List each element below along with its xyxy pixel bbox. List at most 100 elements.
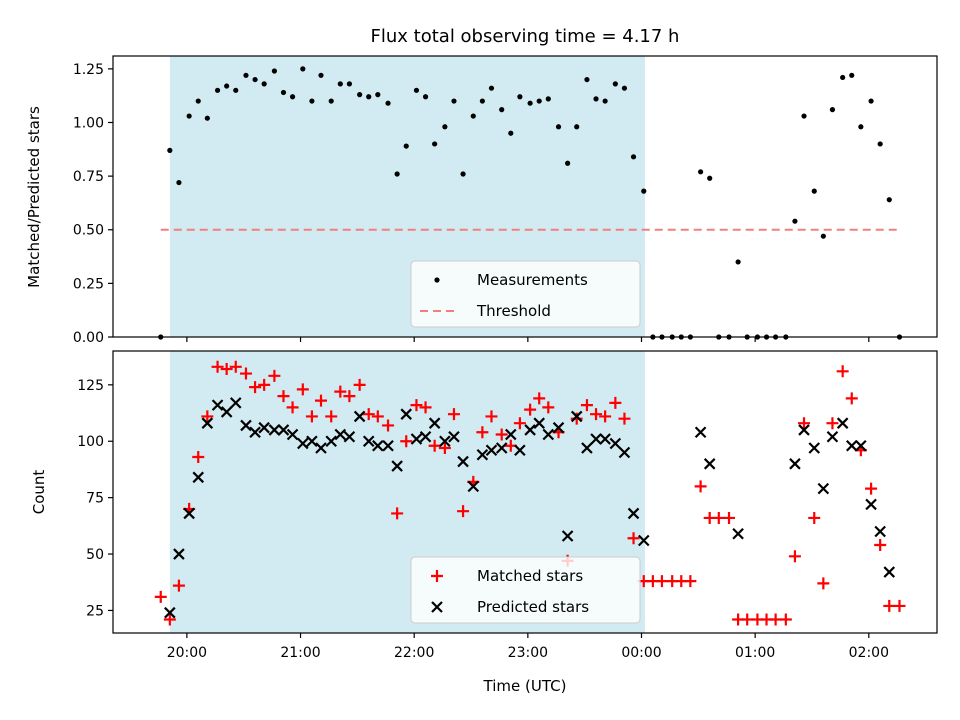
matched-stars-point <box>788 550 801 563</box>
matched-stars-point <box>296 383 309 396</box>
x-tick-label: 22:00 <box>394 645 434 661</box>
matched-stars-point <box>655 575 668 588</box>
predicted-stars-point <box>495 442 508 454</box>
measurement-point <box>877 141 883 147</box>
measurement-point <box>176 179 182 186</box>
measurement-point <box>167 147 173 153</box>
measurement-point <box>366 94 372 100</box>
matched-stars-point <box>353 378 366 391</box>
predicted-stars-point <box>192 471 205 484</box>
matched-stars-point <box>457 505 470 518</box>
predicted-stars-point <box>164 606 176 619</box>
measurement-point <box>849 72 855 78</box>
measurement-point <box>252 76 258 83</box>
y-tick-label: 50 <box>86 547 104 563</box>
matched-stars-point <box>220 363 233 376</box>
measurement-point <box>593 96 599 102</box>
matched-stars-point <box>741 613 754 626</box>
predicted-stars-point <box>590 433 602 445</box>
matched-stars-point <box>334 385 347 398</box>
measurement-point <box>517 94 523 100</box>
measurement-point <box>413 87 420 93</box>
matched-stars-point <box>495 428 508 441</box>
y-tick-label: 0.00 <box>73 330 104 346</box>
predicted-stars-point <box>874 525 886 538</box>
matched-stars-point <box>485 410 498 423</box>
predicted-stars-point <box>439 435 451 448</box>
predicted-stars-point <box>240 419 252 432</box>
matched-stars-point <box>580 399 593 412</box>
matched-stars-point <box>769 613 782 626</box>
measurement-point <box>243 72 249 78</box>
predicted-stars-point <box>297 437 309 450</box>
predicted-stars-point <box>249 426 261 438</box>
measurement-point <box>224 83 230 89</box>
predicted-stars-point <box>211 399 224 411</box>
predicted-stars-point <box>732 527 744 540</box>
predicted-stars-point <box>183 507 195 520</box>
measurement-point <box>811 188 817 194</box>
predicted-stars-point <box>694 426 707 438</box>
measurement-point <box>328 98 334 104</box>
measurement-point <box>801 113 807 119</box>
legend-box <box>410 556 641 624</box>
chart-title: Flux total observing time = 4.17 h <box>371 26 680 47</box>
measurement-point <box>584 76 590 83</box>
predicted-stars-point <box>542 428 555 441</box>
predicted-stars-point <box>325 435 337 448</box>
measurement-point <box>233 87 239 93</box>
matched-stars-point <box>438 442 451 455</box>
predicted-stars-point <box>505 428 517 441</box>
x-tick-label: 02:00 <box>849 645 889 661</box>
legend: Measurements Threshold <box>410 260 641 328</box>
measurement-point <box>499 107 505 113</box>
matched-stars-point <box>533 392 546 405</box>
matched-stars-point <box>419 401 432 414</box>
bottom-y-axis-label: Count <box>30 470 48 515</box>
legend-label: Measurements <box>477 271 588 289</box>
predicted-stars-point <box>277 424 290 436</box>
matched-stars-point <box>286 401 299 414</box>
predicted-stars-point <box>382 439 394 452</box>
measurement-point <box>527 100 533 106</box>
measurement-point <box>886 197 892 203</box>
measurement-point <box>565 160 571 166</box>
matched-stars-point <box>410 399 423 412</box>
predicted-stars-point <box>258 421 270 434</box>
predicted-stars-point <box>581 442 593 454</box>
matched-stars-point <box>570 412 583 425</box>
matched-stars-point <box>627 532 640 545</box>
matched-stars-point <box>305 410 318 423</box>
predicted-stars-point <box>457 455 469 468</box>
measurement-point <box>630 154 637 160</box>
predicted-stars-point <box>703 458 716 470</box>
y-tick-label: 1.25 <box>73 62 104 78</box>
measurement-point <box>346 81 353 87</box>
matched-stars-point <box>817 577 830 590</box>
measurement-point <box>602 98 608 104</box>
matched-stars-point <box>684 575 697 588</box>
measurement-point <box>375 92 381 98</box>
predicted-stars-point <box>570 410 583 423</box>
matched-stars-point <box>400 435 413 448</box>
predicted-stars-point <box>467 480 480 493</box>
predicted-stars-point <box>286 428 299 441</box>
axes-frame <box>112 350 938 634</box>
measurement-point <box>261 81 267 87</box>
predicted-stars-point <box>609 437 622 450</box>
matched-stars-point <box>513 417 526 430</box>
measurement-point <box>337 81 343 87</box>
legend: Matched stars Predicted stars <box>410 556 641 624</box>
measurement-point <box>545 96 551 102</box>
matched-stars-point <box>163 613 176 626</box>
measurement-point <box>868 98 874 104</box>
measurement-point <box>707 175 713 181</box>
y-tick-label: 125 <box>77 378 104 394</box>
measurement-point <box>479 98 485 104</box>
matched-stars-point <box>609 396 622 409</box>
matched-stars-point <box>808 511 821 524</box>
predicted-stars-point <box>618 446 631 459</box>
predicted-stars-point <box>599 433 611 445</box>
predicted-stars-point <box>836 417 849 429</box>
matched-stars-point <box>382 419 395 432</box>
